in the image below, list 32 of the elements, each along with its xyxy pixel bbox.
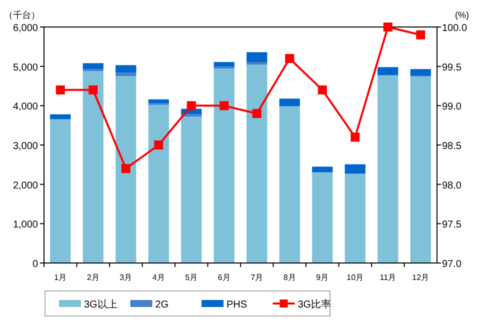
y2-tick-label: 100.0 [442, 23, 468, 34]
x-tick-label: 6月 [218, 273, 230, 282]
y-tick-label: 6,000 [12, 23, 38, 34]
y-tick-label: 0 [32, 259, 38, 270]
legend-label: PHS [226, 300, 248, 310]
x-tick-label: 4月 [152, 273, 165, 282]
y2-tick-label: 98.5 [442, 141, 462, 152]
x-tick-label: 9月 [316, 273, 329, 282]
y2-tick-label: 99.0 [442, 102, 462, 113]
y-axis-title: （千台） [4, 10, 40, 20]
y2-tick-label: 99.5 [442, 62, 462, 74]
y-tick-label: 3,000 [12, 141, 38, 152]
y-tick-label: 2,000 [12, 180, 38, 192]
legend-label: 2G [155, 300, 169, 310]
x-tick-label: 7月 [250, 273, 264, 282]
y-tick-label: 4,000 [12, 102, 38, 113]
x-tick-label: 1月 [54, 273, 67, 282]
x-tick-label: 3月 [120, 273, 132, 282]
x-tick-label: 10月 [346, 273, 364, 282]
legend-label: 3G比率 [298, 298, 332, 310]
x-tick-label: 8月 [283, 273, 296, 282]
legend-label: 3G以上 [84, 298, 118, 310]
x-tick-label: 12月 [412, 273, 430, 282]
y-tick-label: 1,000 [12, 220, 38, 231]
y2-tick-label: 97.0 [442, 259, 462, 270]
y2-tick-label: 97.5 [442, 220, 462, 231]
x-tick-label: 11月 [380, 273, 396, 282]
y-tick-label: 5,000 [12, 62, 38, 74]
x-tick-label: 5月 [185, 273, 198, 282]
x-tick-label: 2月 [86, 273, 100, 282]
y2-tick-label: 98.0 [442, 180, 462, 192]
y2-axis-title: (%) [455, 10, 469, 20]
